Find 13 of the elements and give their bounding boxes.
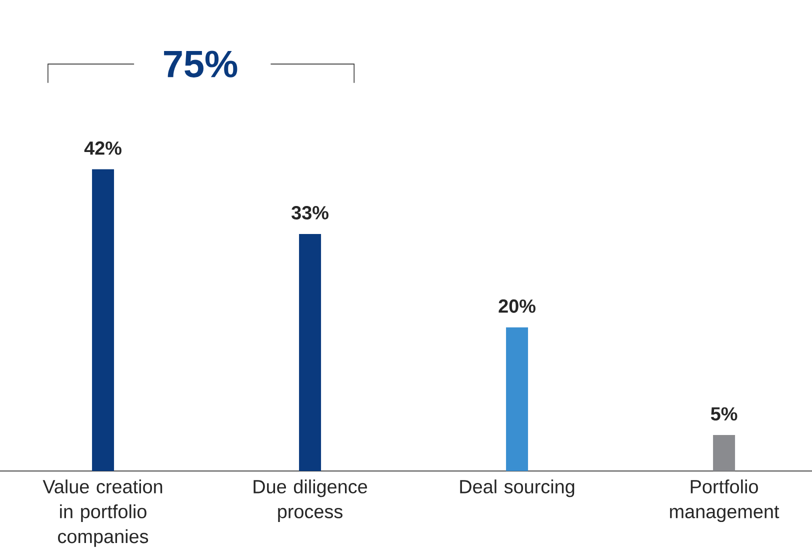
data-label: 20% [498,299,536,313]
bar [92,169,114,471]
data-label: 42% [84,141,122,155]
x-tick-label: Due diligence process [254,479,368,522]
text: 75% [164,50,238,78]
x-tick-label: Deal sourcing [460,479,574,498]
data-label: 33% [292,206,328,220]
data-label: 5% [710,407,738,421]
bar [506,327,528,471]
bar [299,234,322,471]
x-tick-label: Portfolio management [670,479,780,522]
x-tick-label: Value creation in portfolio companies [42,479,162,547]
bar [713,435,736,471]
